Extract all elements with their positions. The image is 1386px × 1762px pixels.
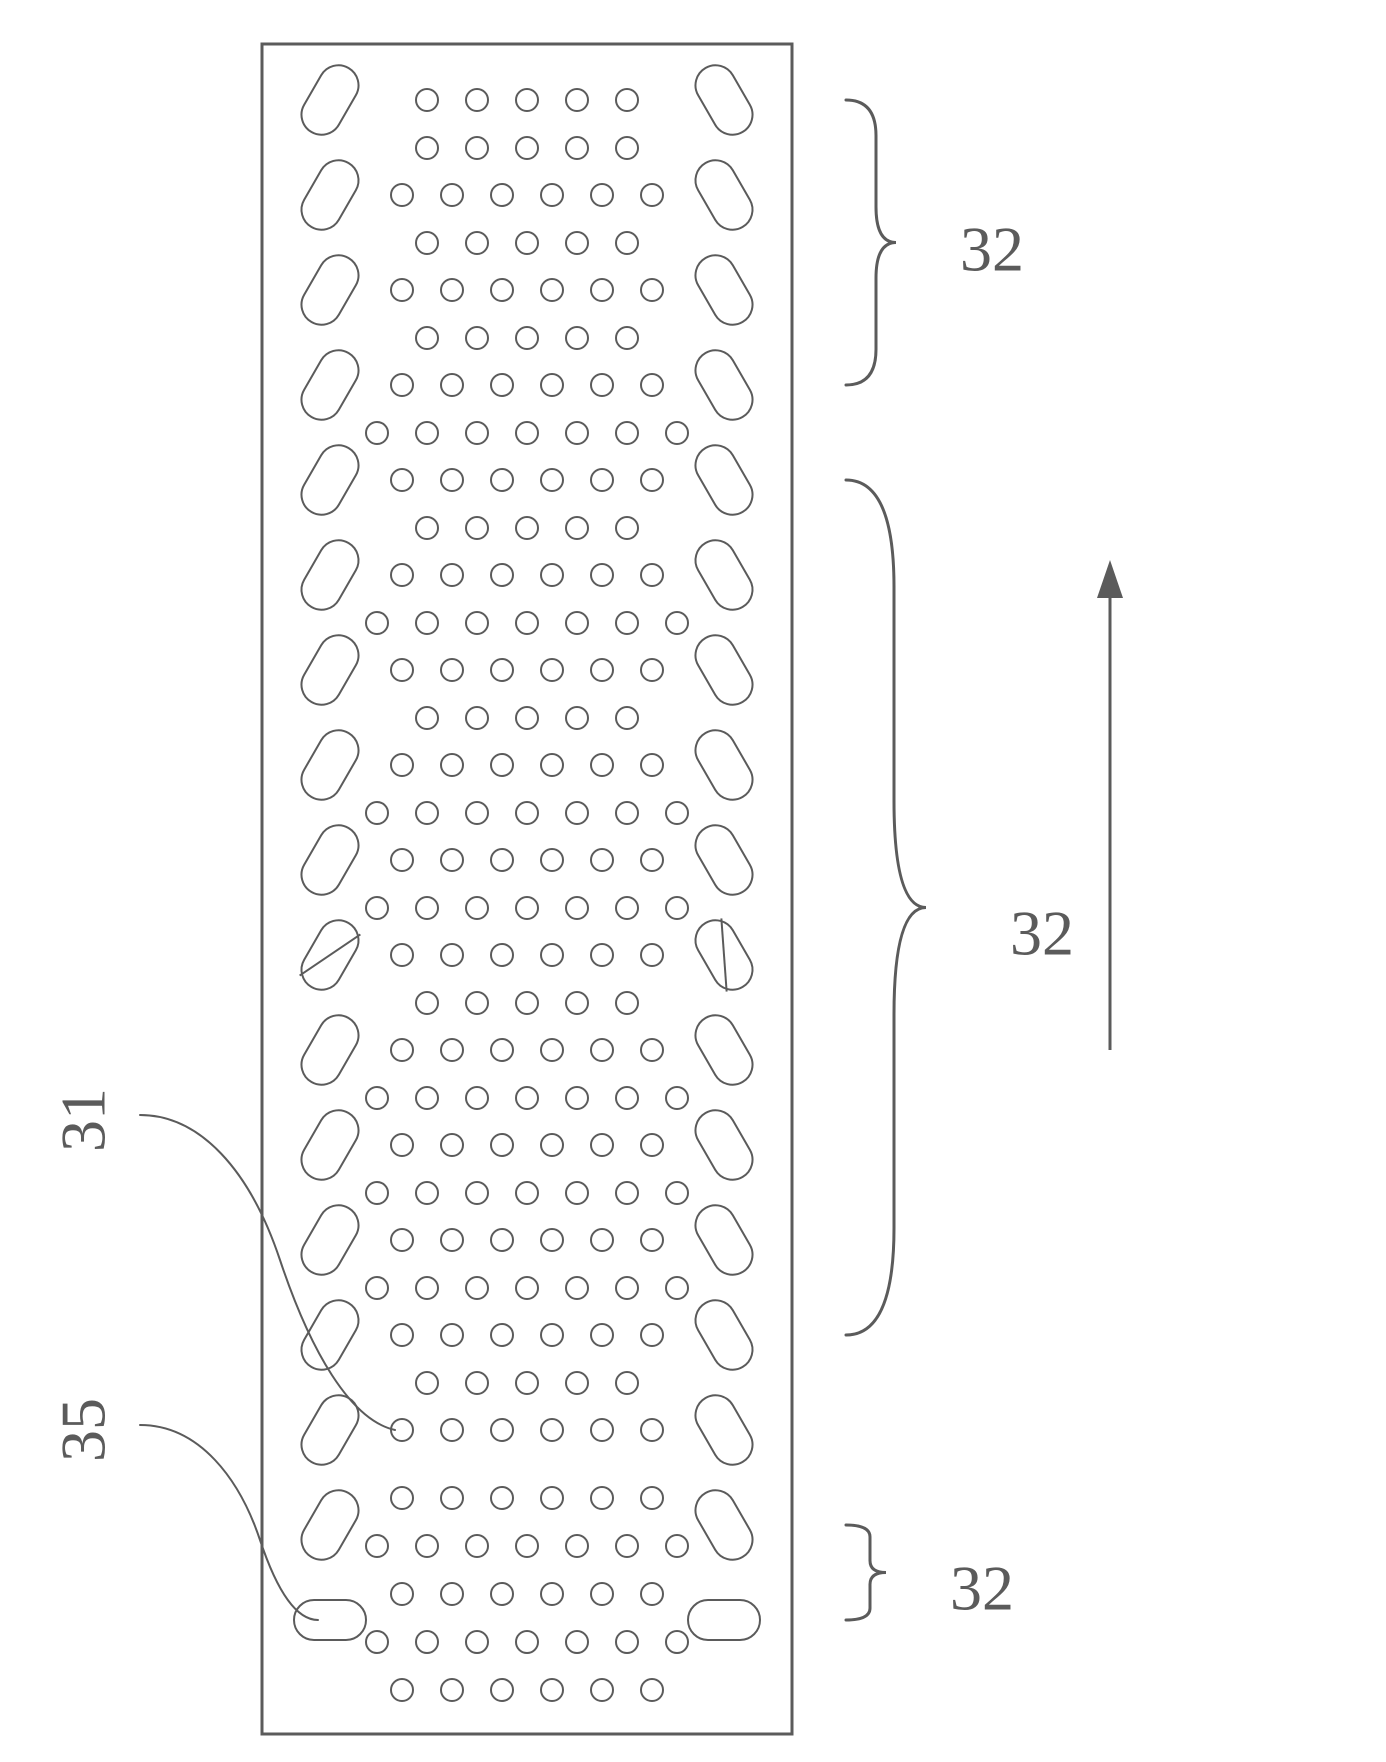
- brace-label: 32: [960, 214, 1024, 285]
- brace-label: 32: [1010, 898, 1074, 969]
- brace-label: 32: [950, 1553, 1014, 1624]
- leader-label: 31: [48, 1088, 119, 1152]
- leader-label: 35: [48, 1398, 119, 1462]
- background: [0, 0, 1386, 1762]
